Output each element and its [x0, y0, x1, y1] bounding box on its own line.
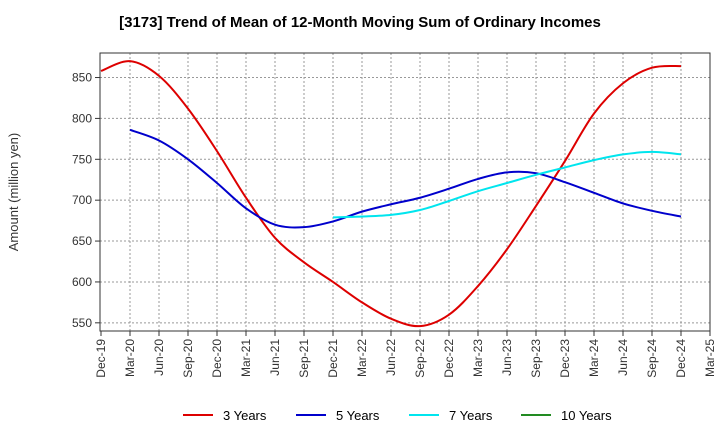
x-tick-label: Sep-20 — [181, 339, 195, 378]
x-tick-label: Dec-23 — [558, 339, 572, 378]
x-tick-label: Sep-21 — [297, 339, 311, 378]
legend-label: 10 Years — [561, 408, 612, 423]
x-axis-ticks: Dec-19 Mar-20 Jun-20 Sep-20 Dec-20 Mar-21 Jun-… — [94, 331, 717, 378]
y-tick-label: 750 — [72, 152, 92, 166]
y-tick-label: 600 — [72, 275, 92, 289]
x-tick-label: Jun-23 — [500, 339, 514, 376]
x-tick-label: Sep-24 — [645, 339, 659, 378]
series-layer — [100, 60, 682, 328]
plot-frame — [99, 52, 711, 332]
x-tick-label: Dec-22 — [442, 339, 456, 378]
grid — [100, 53, 710, 331]
x-tick-label: Dec-20 — [210, 339, 224, 378]
y-tick-label: 650 — [72, 234, 92, 248]
y-axis-title: Amount (million yen) — [6, 133, 21, 252]
legend: 3 Years 5 Years 7 Years 10 Years — [183, 408, 612, 423]
x-tick-label: Dec-21 — [326, 339, 340, 378]
series-line-3-years — [100, 60, 682, 328]
x-tick-label: Mar-22 — [355, 339, 369, 377]
y-axis-ticks: 550 600 650 700 750 800 850 — [72, 71, 100, 330]
x-tick-label: Jun-24 — [616, 339, 630, 376]
x-tick-label: Dec-24 — [674, 339, 688, 378]
chart-title: [3173] Trend of Mean of 12-Month Moving … — [119, 14, 601, 31]
x-tick-label: Jun-22 — [384, 339, 398, 376]
y-tick-label: 550 — [72, 316, 92, 330]
x-tick-label: Mar-20 — [123, 339, 137, 377]
legend-label: 7 Years — [449, 408, 493, 423]
x-tick-label: Jun-21 — [268, 339, 282, 376]
legend-label: 5 Years — [336, 408, 380, 423]
x-tick-label: Jun-20 — [152, 339, 166, 376]
x-tick-label: Sep-22 — [413, 339, 427, 378]
x-tick-label: Mar-21 — [239, 339, 253, 377]
y-tick-label: 850 — [72, 71, 92, 85]
y-tick-label: 700 — [72, 193, 92, 207]
legend-label: 3 Years — [223, 408, 267, 423]
x-tick-label: Mar-25 — [703, 339, 717, 377]
y-tick-label: 800 — [72, 111, 92, 125]
x-tick-label: Mar-24 — [587, 339, 601, 377]
x-tick-label: Mar-23 — [471, 339, 485, 377]
series-line-7-years — [332, 150, 682, 219]
series-line-5-years — [129, 128, 682, 229]
x-tick-label: Dec-19 — [94, 339, 108, 378]
x-tick-label: Sep-23 — [529, 339, 543, 378]
